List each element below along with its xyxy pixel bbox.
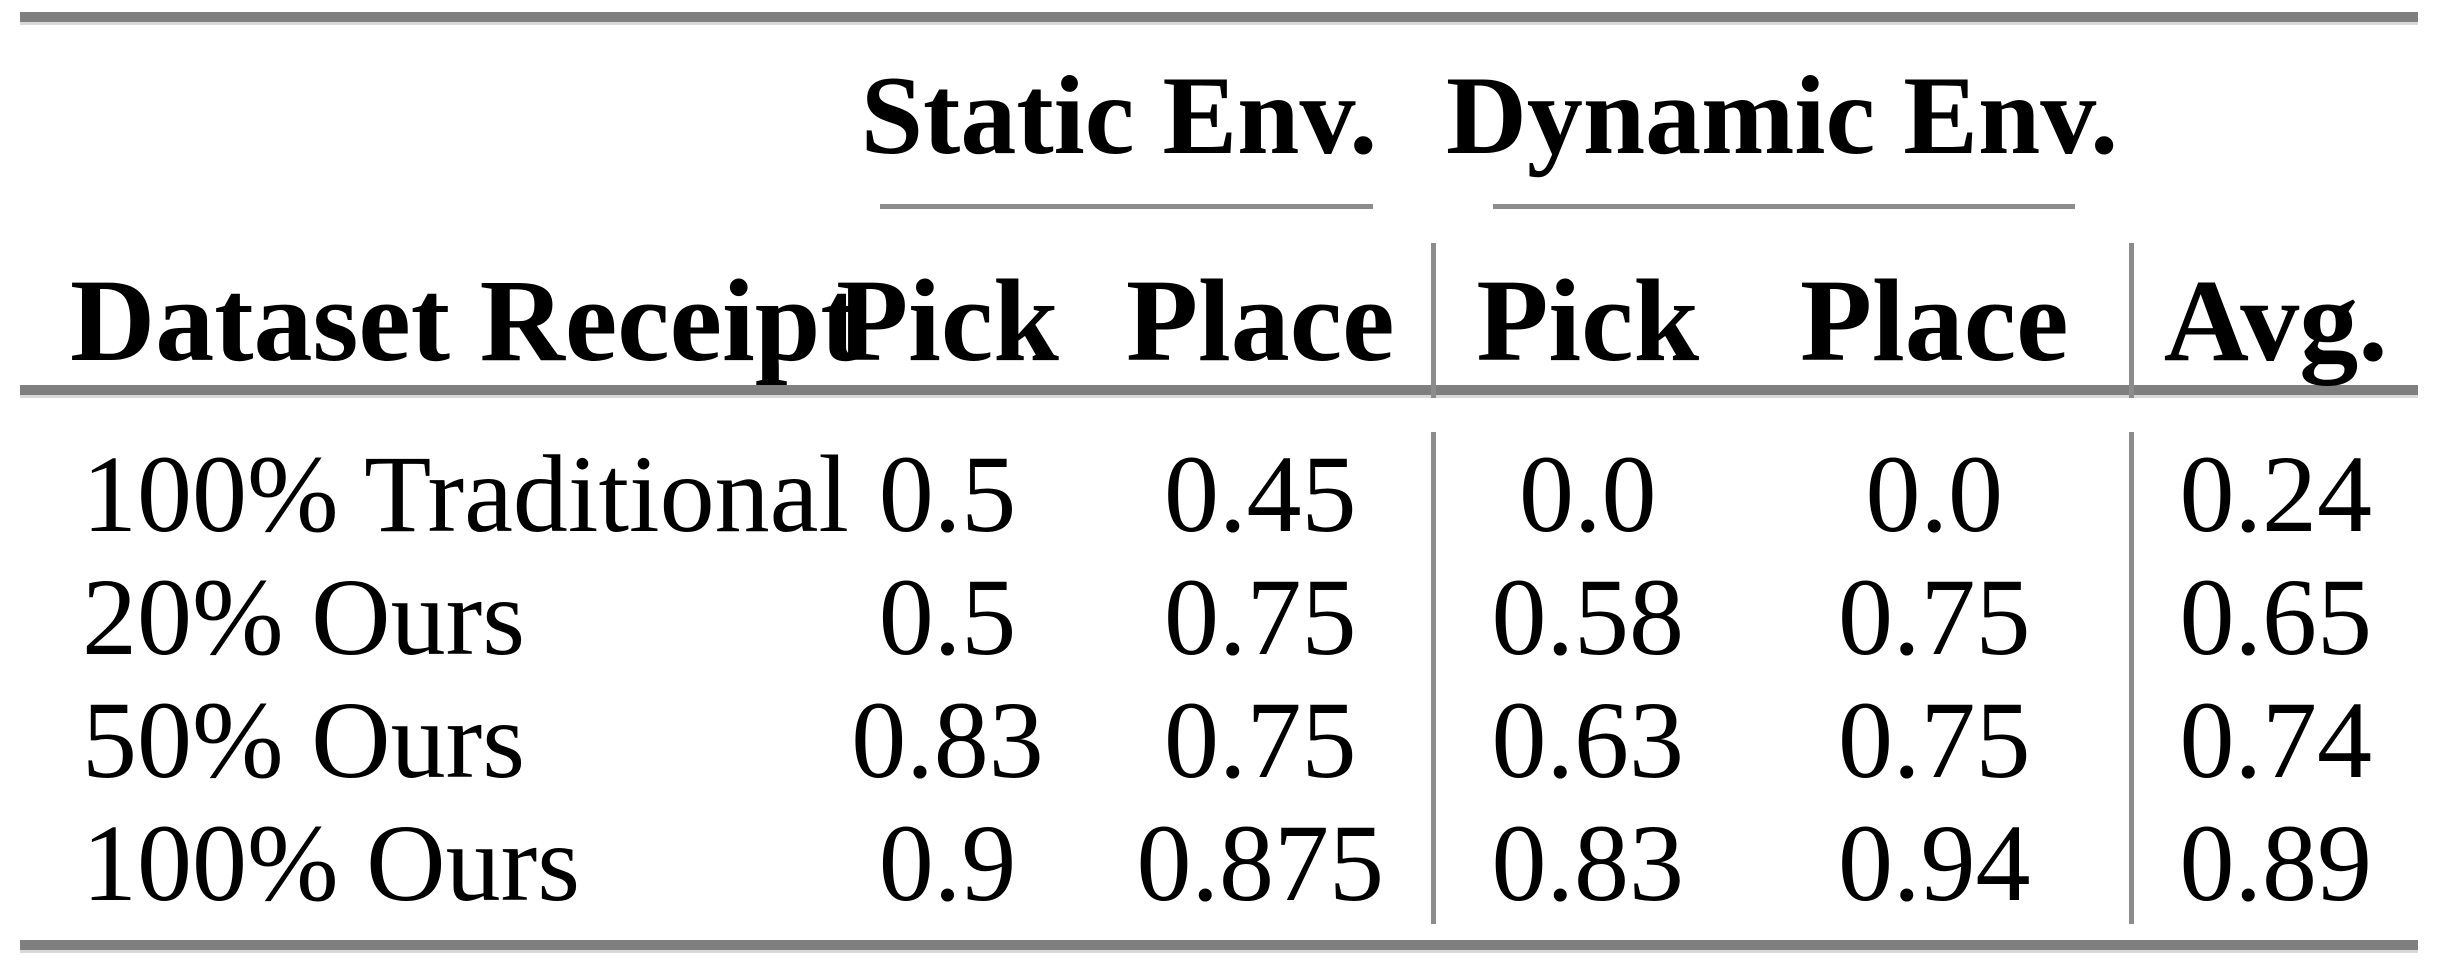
cell-static-place: 0.75 (1164, 555, 1357, 678)
table-top-rule (20, 12, 2418, 22)
cell-dynamic-place: 0.0 (1865, 432, 2004, 555)
cell-static-place: 0.875 (1136, 801, 1385, 924)
results-table: Static Env. Dynamic Env. Dataset Receipt… (20, 22, 2419, 940)
cell-avg: 0.65 (2128, 555, 2419, 678)
column-header-avg: Avg. (2128, 243, 2419, 398)
cell-dynamic-pick: 0.83 (1430, 801, 1740, 924)
cell-static-pick: 0.5 (878, 555, 1017, 678)
table-bottom-rule (20, 940, 2418, 950)
group-label-dynamic-env: Dynamic Env. (1445, 54, 2119, 178)
cell-static-pick: 0.9 (878, 801, 1017, 924)
cell-dynamic-place: 0.75 (1838, 678, 2031, 801)
group-header-empty-cell (20, 22, 805, 243)
column-header-static-pick: Pick (836, 254, 1059, 386)
cell-static-pick: 0.83 (851, 678, 1044, 801)
row-label: 100% Ours (82, 801, 581, 924)
cell-static-pick: 0.5 (878, 432, 1017, 555)
group-header-row: Static Env. Dynamic Env. (20, 22, 2418, 243)
column-header-dynamic-pick: Pick (1430, 243, 1740, 398)
group-label-static-env: Static Env. (860, 54, 1378, 178)
row-label: 50% Ours (82, 678, 526, 801)
row-label: 20% Ours (82, 555, 526, 678)
table-row: 100% Ours 0.9 0.875 0.83 0.94 0.89 (20, 801, 2419, 924)
table-row: 20% Ours 0.5 0.75 0.58 0.75 0.65 (20, 555, 2419, 678)
column-header-static-place: Place (1125, 254, 1395, 386)
spacer-row-bottom (20, 924, 2418, 940)
cell-dynamic-pick: 0.0 (1430, 432, 1740, 555)
row-label: 100% Traditional (82, 432, 849, 555)
cell-dynamic-pick: 0.63 (1430, 678, 1740, 801)
table-row: 50% Ours 0.83 0.75 0.63 0.75 0.74 (20, 678, 2419, 801)
cell-dynamic-place: 0.75 (1838, 555, 2031, 678)
cell-avg: 0.24 (2128, 432, 2419, 555)
cmidrule-static (880, 204, 1373, 209)
cell-avg: 0.74 (2128, 678, 2419, 801)
cell-dynamic-pick: 0.58 (1430, 555, 1740, 678)
column-header-dynamic-place: Place (1799, 254, 2069, 386)
column-header-row: Dataset Receipt Pick Place Pick Place Av… (20, 243, 2419, 398)
spacer-row-top (20, 398, 2418, 432)
table-row: 100% Traditional 0.5 0.45 0.0 0.0 0.24 (20, 432, 2419, 555)
cell-static-place: 0.75 (1164, 678, 1357, 801)
group-header-dynamic: Dynamic Env. (1433, 22, 2131, 243)
cell-dynamic-place: 0.94 (1838, 801, 2031, 924)
column-header-dataset-receipt: Dataset Receipt (70, 254, 860, 386)
cell-static-place: 0.45 (1164, 432, 1357, 555)
group-header-empty-cell-avg (2131, 22, 2418, 243)
cmidrule-dynamic (1493, 204, 2076, 209)
cell-avg: 0.89 (2128, 801, 2419, 924)
group-header-static: Static Env. (805, 22, 1433, 243)
table-header-rule (20, 385, 2418, 395)
